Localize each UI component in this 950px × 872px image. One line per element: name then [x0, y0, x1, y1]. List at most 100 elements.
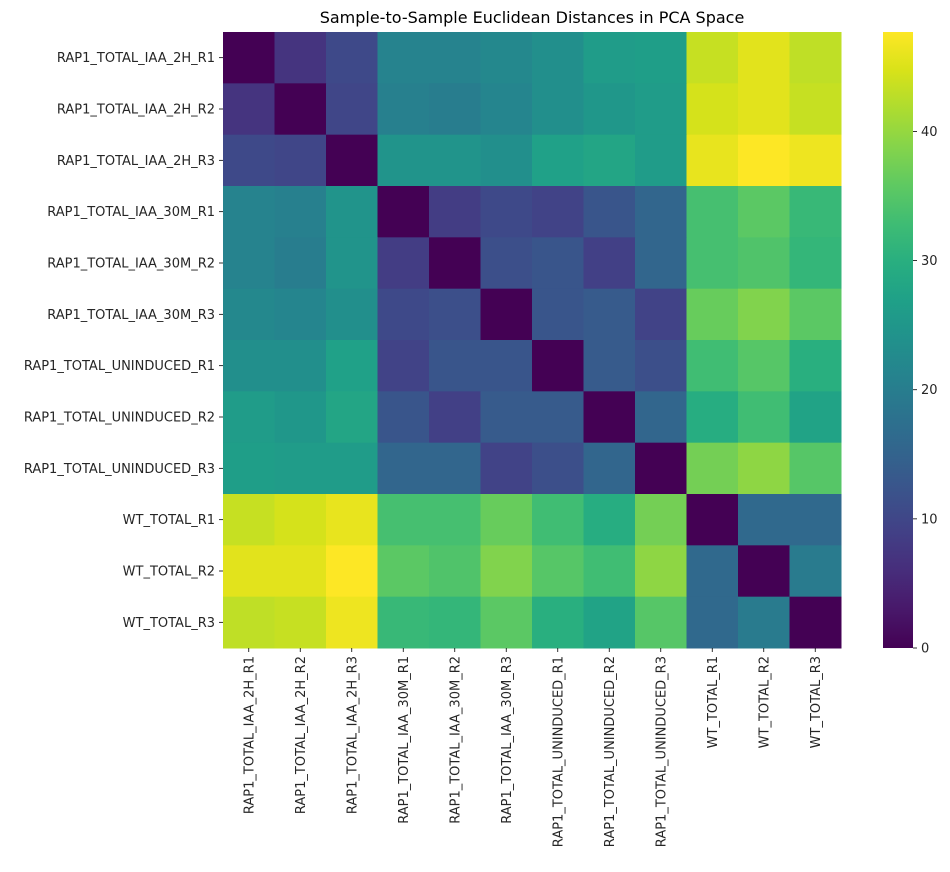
heatmap-cell [583, 596, 636, 649]
heatmap-cell [429, 442, 481, 495]
heatmap-cell [686, 186, 739, 238]
heatmap-cell [326, 494, 378, 546]
heatmap-cell [274, 596, 327, 649]
heatmap-cell [583, 134, 636, 187]
heatmap-cell [738, 288, 790, 341]
row-labels: RAP1_TOTAL_IAA_2H_R1 RAP1_TOTAL_IAA_2H_R2… [24, 51, 223, 631]
heatmap-cell [223, 288, 275, 341]
heatmap-cell [738, 494, 790, 546]
heatmap-cell [789, 83, 842, 136]
heatmap-cell [532, 391, 584, 444]
heatmap-cell [223, 545, 275, 598]
heatmap-cell [429, 288, 481, 341]
heatmap-cell [532, 134, 584, 187]
heatmap-cell [326, 545, 378, 598]
col-labels: RAP1_TOTAL_IAA_2H_R1 RAP1_TOTAL_IAA_2H_R2… [242, 648, 824, 847]
heatmap-cell [326, 83, 378, 136]
heatmap-cell [274, 545, 327, 598]
heatmap-cell [223, 340, 275, 392]
heatmap-cell [738, 32, 790, 84]
heatmap-cell [738, 596, 790, 649]
heatmap-cell [223, 134, 275, 187]
row-label: RAP1_TOTAL_UNINDUCED_R2 [24, 411, 215, 426]
heatmap-cell [429, 237, 481, 290]
heatmap-cell [635, 83, 687, 136]
heatmap-cell [686, 134, 739, 187]
heatmap-cell [326, 340, 378, 392]
heatmap-cell [274, 442, 327, 495]
heatmap-cell [429, 186, 481, 238]
row-label: RAP1_TOTAL_IAA_30M_R2 [47, 257, 215, 272]
col-label: RAP1_TOTAL_IAA_30M_R1 [397, 656, 412, 824]
heatmap-cell [583, 32, 636, 84]
heatmap-cell [480, 545, 533, 598]
heatmap-cell [583, 494, 636, 546]
heatmap-cell [738, 442, 790, 495]
heatmap-cell [583, 391, 636, 444]
row-label: RAP1_TOTAL_IAA_30M_R3 [47, 308, 215, 323]
heatmap-cell [326, 596, 378, 649]
heatmap-cell [789, 494, 842, 546]
heatmap-cell [532, 237, 584, 290]
heatmap-cell [635, 545, 687, 598]
heatmap-cell [532, 32, 584, 84]
col-label: WT_TOTAL_R3 [809, 656, 824, 748]
heatmap-cell [686, 494, 739, 546]
heatmap-cell [274, 237, 327, 290]
heatmap-cell [480, 442, 533, 495]
heatmap-cell [635, 494, 687, 546]
colorbar-tick-label: 40 [921, 125, 938, 140]
heatmap-cell [532, 494, 584, 546]
row-label: RAP1_TOTAL_UNINDUCED_R3 [24, 462, 215, 477]
heatmap-cell [223, 237, 275, 290]
heatmap-cell [635, 288, 687, 341]
heatmap-cell [326, 237, 378, 290]
heatmap-cell [789, 134, 842, 187]
heatmap-cell [377, 340, 430, 392]
heatmap-cell [789, 340, 842, 392]
col-label: RAP1_TOTAL_IAA_30M_R3 [500, 656, 515, 824]
heatmap-cell [480, 83, 533, 136]
heatmap-cell [635, 340, 687, 392]
heatmap-cell [635, 391, 687, 444]
heatmap-cell [532, 545, 584, 598]
heatmap-cell [429, 391, 481, 444]
row-label: WT_TOTAL_R2 [123, 565, 215, 580]
row-label: RAP1_TOTAL_UNINDUCED_R1 [24, 359, 215, 374]
heatmap-cell [274, 288, 327, 341]
heatmap-cell [789, 237, 842, 290]
chart-title: Sample-to-Sample Euclidean Distances in … [320, 8, 745, 27]
heatmap-cell [686, 442, 739, 495]
heatmap-cell [583, 83, 636, 136]
heatmap-cell [789, 288, 842, 341]
heatmap-cell [429, 596, 481, 649]
heatmap-cell [532, 186, 584, 238]
heatmap-cell [532, 596, 584, 649]
heatmap-cell [274, 186, 327, 238]
heatmap-cell [635, 134, 687, 187]
heatmap-cell [583, 237, 636, 290]
heatmap-cell [480, 596, 533, 649]
heatmap-cell [480, 237, 533, 290]
heatmap-cell [583, 186, 636, 238]
heatmap-cell [429, 494, 481, 546]
heatmap-cell [274, 494, 327, 546]
heatmap-cell [738, 186, 790, 238]
heatmap-cell [326, 442, 378, 495]
heatmap-cells [223, 32, 842, 649]
heatmap-cell [789, 545, 842, 598]
colorbar-gradient [883, 32, 913, 648]
heatmap-cell [377, 442, 430, 495]
heatmap-cell [635, 596, 687, 649]
heatmap-cell [686, 288, 739, 341]
heatmap-cell [738, 237, 790, 290]
heatmap-cell [480, 340, 533, 392]
heatmap-cell [738, 340, 790, 392]
heatmap-cell [429, 32, 481, 84]
heatmap-cell [635, 442, 687, 495]
heatmap-cell [583, 288, 636, 341]
heatmap-cell [738, 134, 790, 187]
heatmap-cell [326, 32, 378, 84]
colorbar: 0 10 20 30 40 [883, 32, 938, 657]
heatmap-cell [223, 494, 275, 546]
